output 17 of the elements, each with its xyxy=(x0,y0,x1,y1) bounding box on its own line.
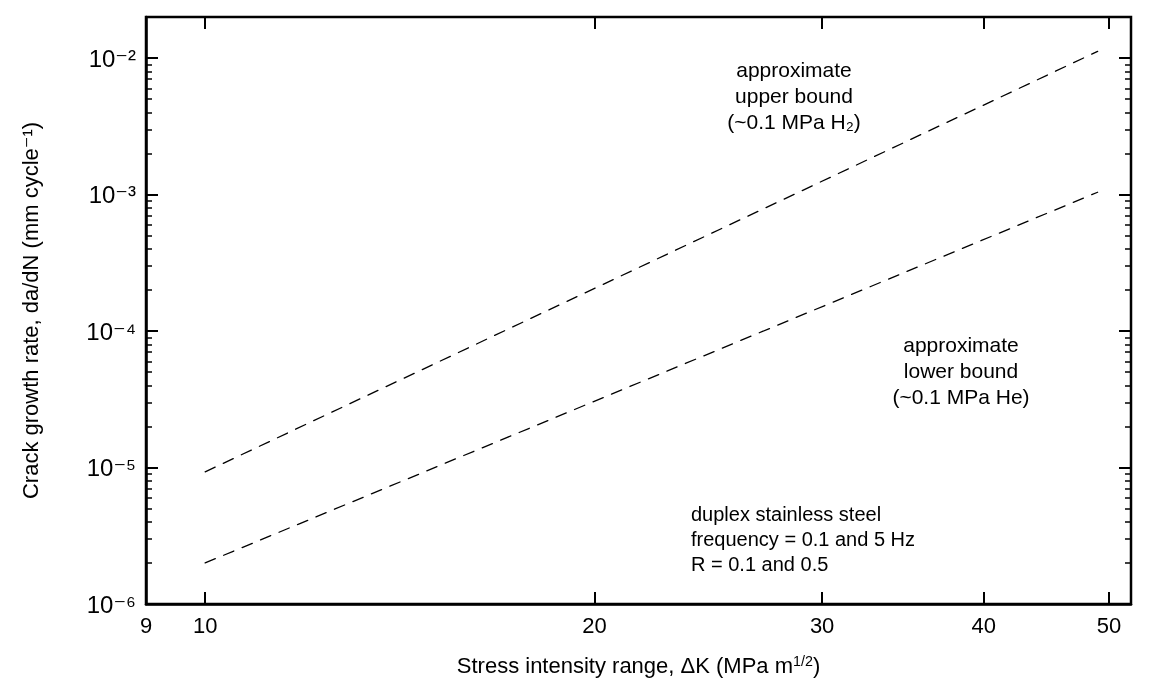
annotation: frequency = 0.1 and 5 Hz xyxy=(691,528,916,550)
x-tick-label: 50 xyxy=(1096,612,1122,638)
annotation: approximate upper bound (~0.1 MPa H₂) xyxy=(727,57,861,133)
y-tick-label: 10⁻³ xyxy=(88,181,136,209)
x-tick-label: 20 xyxy=(582,612,607,638)
y-tick-label: 10⁻⁵ xyxy=(86,454,136,482)
y-tick-label: 10⁻² xyxy=(88,44,136,72)
annotation: duplex stainless steel xyxy=(691,503,882,525)
y-tick-label: 10⁻⁴ xyxy=(86,317,136,345)
x-tick-label: 9 xyxy=(139,612,153,638)
y-axis-title: Crack growth rate, da/dN (mm cycle⁻¹) xyxy=(17,121,43,500)
y-tick-label: 10⁻⁶ xyxy=(86,590,136,618)
annotation: R = 0.1 and 0.5 xyxy=(691,553,829,575)
annotation: approximate lower bound (~0.1 MPa He) xyxy=(892,332,1030,408)
x-tick-label: 10 xyxy=(192,612,218,638)
x-tick-label: 30 xyxy=(809,612,835,638)
x-tick-label: 40 xyxy=(971,612,996,638)
